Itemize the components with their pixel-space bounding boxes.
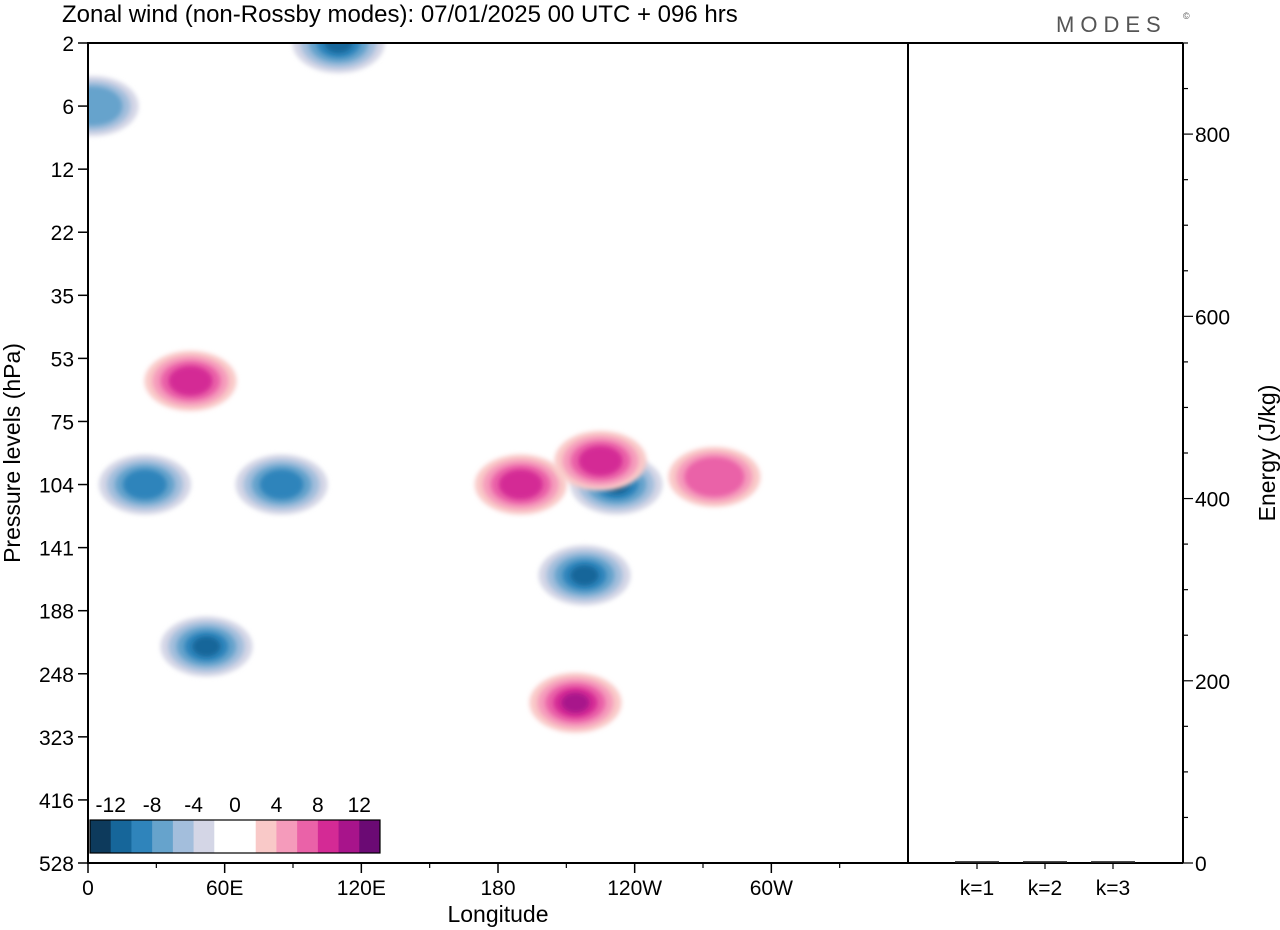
colorbar-swatch: [297, 820, 319, 853]
chart-title: Zonal wind (non-Rossby modes): 07/01/202…: [62, 1, 738, 28]
colorbar-swatch: [214, 820, 236, 853]
energy-tick-label: 0: [1195, 853, 1207, 876]
heatmap-background: [88, 43, 908, 863]
colorbar-swatch: [193, 820, 215, 853]
energy-category-label: k=2: [1028, 877, 1062, 900]
negative-wind-contour: [324, 43, 353, 53]
negative-wind-contour: [192, 636, 221, 657]
modes-logo: MODES ©: [1056, 11, 1190, 37]
negative-wind-contour: [122, 469, 167, 500]
colorbar-frame: [89, 819, 381, 854]
heatmap-plot-area: [88, 43, 908, 863]
y-tick-label: 416: [39, 790, 74, 813]
positive-wind-contour: [498, 469, 543, 500]
y-tick-label: 528: [39, 853, 74, 876]
colorbar-swatch: [317, 820, 340, 853]
heatmap-axes: 0 60E 120E 180 120W 60W 2 6 12 22 35 53 75 104 141 188 2…: [39, 33, 909, 900]
logo-text: MODES: [1056, 12, 1167, 37]
heatmap-contours: [88, 43, 761, 733]
colorbar-label: -8: [143, 794, 162, 817]
colorbar-swatch: [359, 820, 381, 853]
x-tick-label: 120E: [337, 877, 386, 900]
y-tick-label: 12: [51, 159, 74, 182]
negative-wind-contour: [570, 565, 599, 586]
energy-bar: [1023, 861, 1067, 863]
energy-tick-label: 800: [1195, 124, 1230, 147]
energy-tick-label: 400: [1195, 489, 1230, 512]
colorbar-swatch: [276, 820, 298, 853]
y-tick-label: 188: [39, 601, 74, 624]
colorbar: -12 -8 -4 0 4 8 12: [89, 794, 381, 854]
positive-wind-contour: [578, 445, 623, 476]
energy-bar: [1091, 861, 1135, 863]
x-tick-label: 60W: [750, 877, 793, 900]
colorbar-label: -4: [184, 794, 203, 817]
positive-wind-contour: [684, 456, 745, 497]
energy-tick-label: 600: [1195, 306, 1230, 329]
energy-bar: [955, 861, 999, 863]
positive-wind-contour: [168, 365, 213, 396]
colorbar-swatch: [90, 820, 112, 853]
logo-mark: ©: [1183, 11, 1190, 21]
y-tick-label: 104: [39, 475, 74, 498]
negative-wind-contour: [259, 469, 304, 500]
energy-category-label: k=3: [1096, 877, 1130, 900]
y-tick-label: 6: [62, 96, 74, 119]
colorbar-label: 8: [312, 794, 324, 817]
negative-wind-contour: [88, 86, 123, 127]
y-tick-label: 35: [51, 285, 74, 308]
colorbar-label: 12: [348, 794, 371, 817]
energy-tick-label: 200: [1195, 671, 1230, 694]
y-tick-label: 22: [51, 222, 74, 245]
x-axis-label: Longitude: [447, 901, 548, 927]
colorbar-label: 0: [229, 794, 241, 817]
y-tick-label: 323: [39, 727, 74, 750]
energy-bar-panel: 0 200 400 600 800 k=1 k=2 k=3: [907, 42, 1230, 900]
colorbar-swatch: [152, 820, 174, 853]
colorbar-label: 4: [271, 794, 283, 817]
colorbar-swatch: [235, 820, 257, 853]
colorbar-swatch: [255, 820, 277, 853]
positive-wind-contour: [561, 692, 590, 713]
y-axis-label: Pressure levels (hPa): [0, 343, 25, 563]
y-tick-label: 75: [51, 411, 74, 434]
x-tick-label: 180: [480, 877, 515, 900]
x-tick-label: 120W: [607, 877, 662, 900]
colorbar-swatch: [338, 820, 360, 853]
colorbar-swatch: [172, 820, 195, 853]
y-tick-label: 141: [39, 538, 74, 561]
energy-category-label: k=1: [960, 877, 994, 900]
colorbar-label: -12: [96, 794, 126, 817]
x-tick-label: 0: [82, 877, 94, 900]
colorbar-swatch: [131, 820, 153, 853]
y-tick-label: 248: [39, 664, 74, 687]
y-tick-label: 2: [62, 33, 74, 56]
x-tick-label: 60E: [206, 877, 243, 900]
y-tick-label: 53: [51, 348, 74, 371]
colorbar-swatch: [110, 820, 132, 853]
energy-axis-label: Energy (J/kg): [1254, 385, 1280, 522]
